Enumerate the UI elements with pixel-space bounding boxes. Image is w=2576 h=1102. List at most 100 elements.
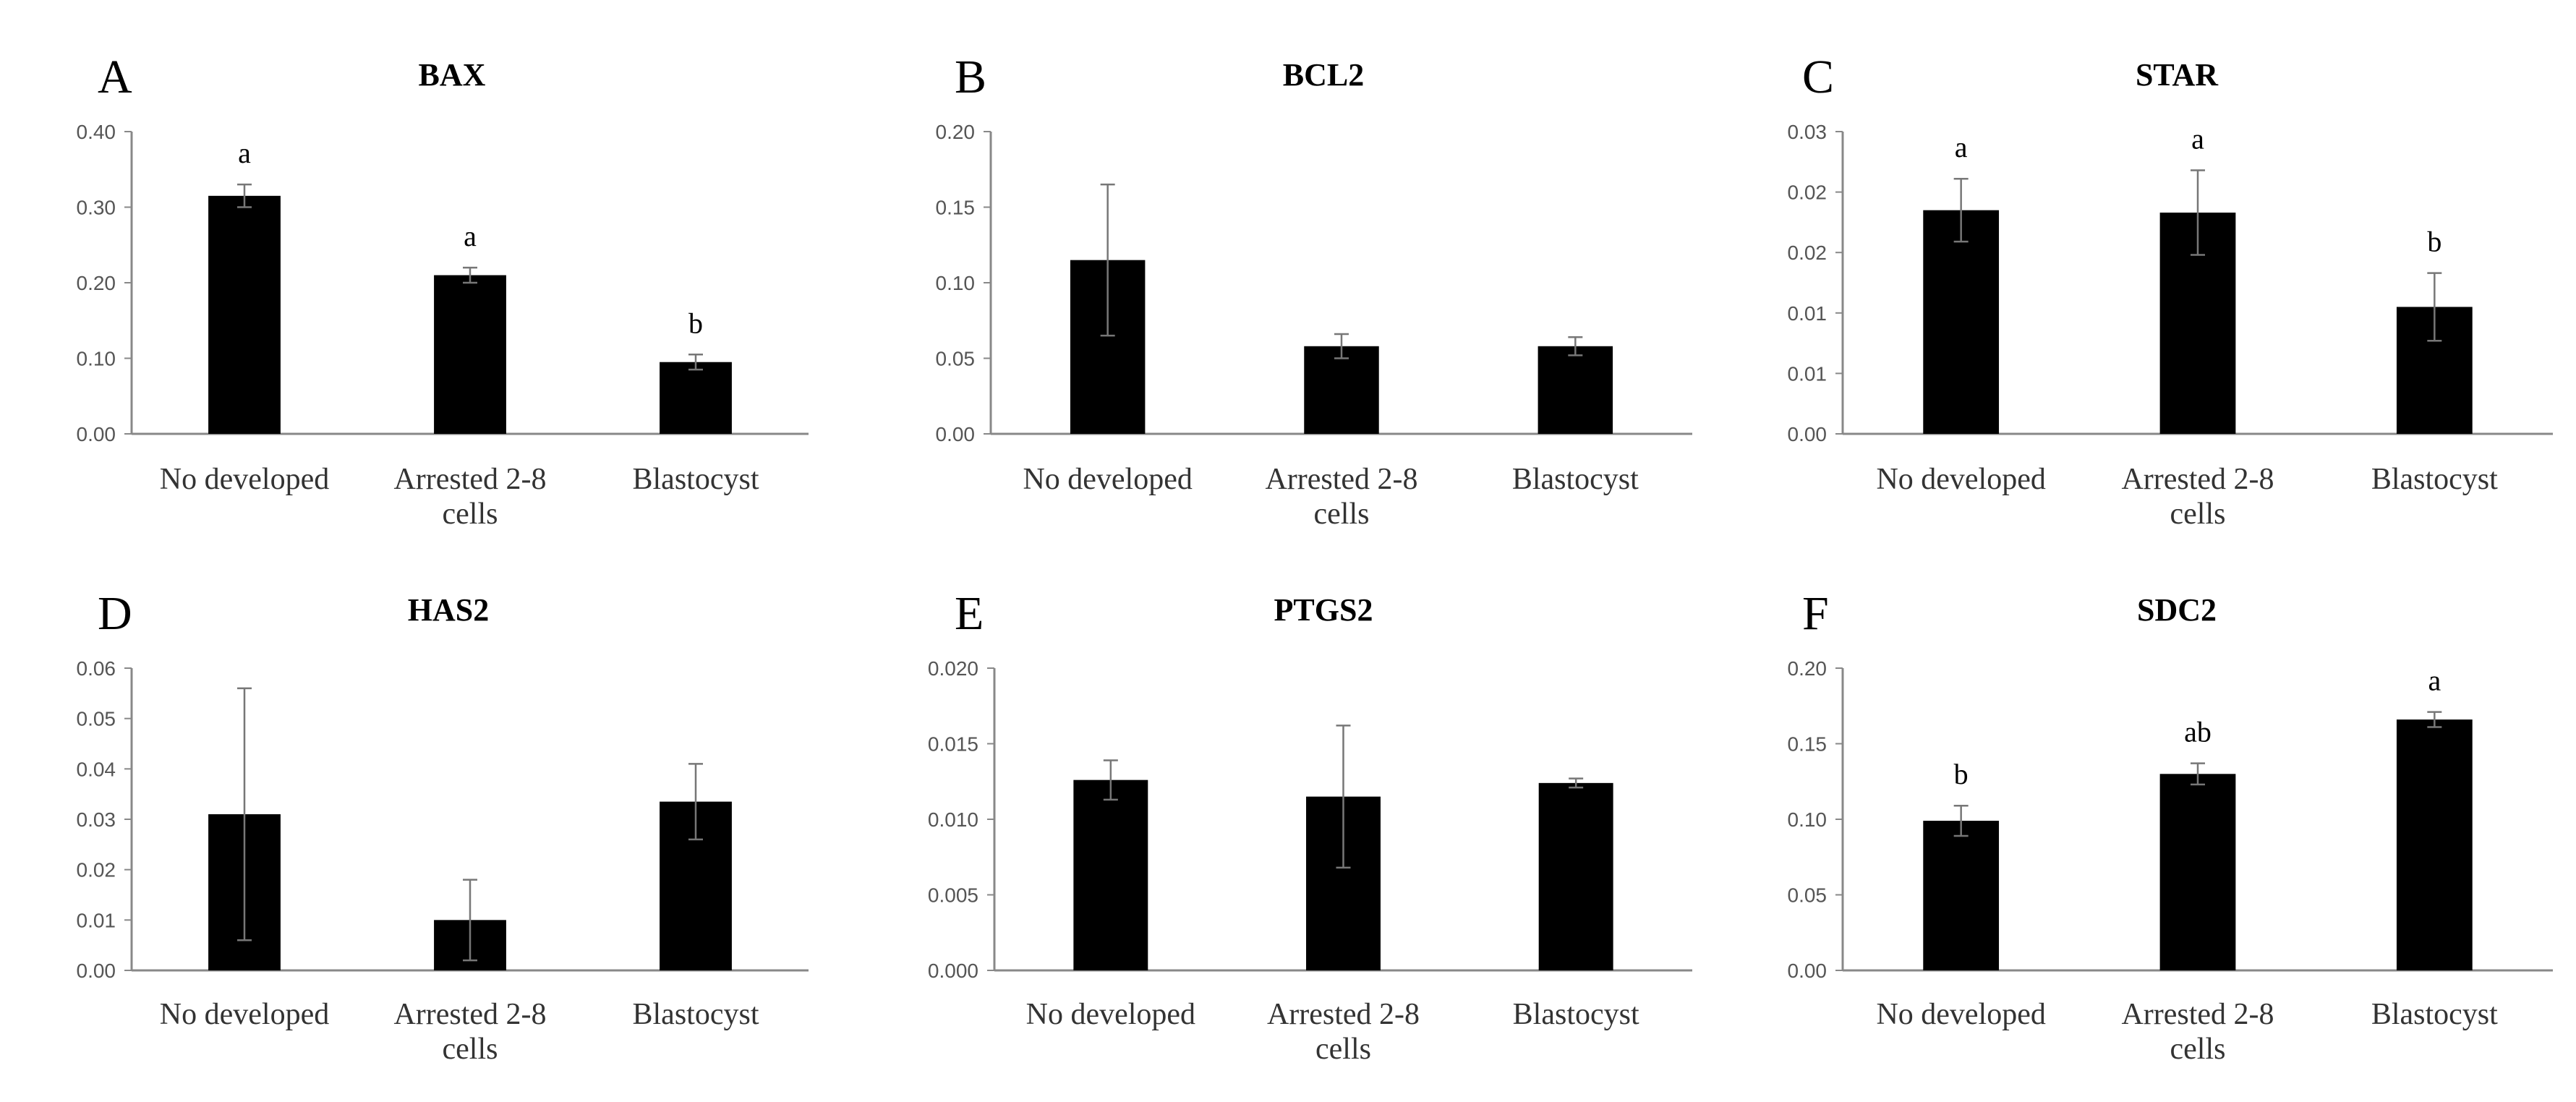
significance-label: a [1955, 131, 1968, 163]
y-tick-label: 0.015 [928, 733, 978, 756]
y-tick-label: 0.20 [936, 121, 976, 143]
chart-title: HAS2 [408, 592, 489, 628]
x-category-label: Blastocyst [2371, 463, 2498, 496]
bar-arrested-2-8-cells [434, 275, 506, 434]
x-category-label-line: No developed [1026, 998, 1195, 1031]
x-category-label-line: Arrested 2-8 [393, 463, 546, 496]
y-tick-label: 0.000 [928, 960, 978, 982]
y-tick-label: 0.03 [1788, 121, 1827, 143]
y-tick-label: 0.06 [77, 657, 116, 680]
y-tick-label: 0.01 [1788, 362, 1827, 385]
x-category-label-line: No developed [1876, 463, 2045, 496]
y-tick-label: 0.02 [77, 859, 116, 881]
x-category-label: Arrested 2-8 cells [1267, 998, 1420, 1066]
bar-no-developed [208, 195, 281, 434]
x-category-label-line: Blastocyst [633, 463, 759, 496]
x-category-label-line: cells [443, 497, 498, 531]
panel-letter: F [1802, 587, 1829, 640]
x-category-label: Blastocyst [1513, 998, 1639, 1031]
chart-panel-d: D HAS2 0.00 0.01 0.02 0.03 0.04 0.05 0.06 No deve… [77, 587, 809, 1066]
x-category-label: No developed [1876, 998, 2045, 1031]
x-category-label: Arrested 2-8 cells [393, 463, 546, 531]
significance-label: ab [2184, 716, 2212, 748]
x-category-label: Blastocyst [1512, 463, 1639, 496]
chart-panel-c: C STAR 0.00 0.01 0.01 0.02 0.02 0.03 a No develop… [1788, 51, 2553, 531]
y-tick-label: 0.20 [1788, 657, 1827, 680]
x-category-label-line: No developed [1023, 463, 1192, 496]
x-category-label-line: Arrested 2-8 [1265, 463, 1417, 496]
x-category-label: Arrested 2-8 cells [2121, 998, 2274, 1066]
x-category-label: Blastocyst [633, 998, 759, 1031]
x-category-label-line: No developed [160, 463, 329, 496]
significance-label: b [688, 307, 703, 339]
chart-title: BCL2 [1283, 57, 1364, 93]
x-category-label-line: Arrested 2-8 [2121, 998, 2274, 1031]
bar-blastocyst [1538, 782, 1613, 970]
bar-no-developed [1923, 210, 2000, 434]
x-category-label: Arrested 2-8 cells [1265, 463, 1417, 531]
y-tick-label: 0.05 [77, 708, 116, 730]
y-tick-label: 0.00 [936, 423, 976, 445]
y-tick-label: 0.010 [928, 808, 978, 831]
x-category-label-line: cells [443, 1033, 498, 1066]
x-category-label-line: Blastocyst [633, 998, 759, 1031]
x-category-label-line: cells [2170, 497, 2226, 531]
x-category-label-line: Blastocyst [1513, 998, 1639, 1031]
y-tick-label: 0.20 [77, 272, 116, 294]
panel-letter: B [955, 51, 986, 103]
panel-letter: C [1802, 51, 1834, 103]
x-category-label-line: Arrested 2-8 [2121, 463, 2274, 496]
x-category-label: No developed [1023, 463, 1192, 496]
y-tick-label: 0.30 [77, 197, 116, 219]
bar-no-developed [1073, 779, 1148, 970]
x-category-label-line: No developed [1876, 998, 2045, 1031]
x-category-label: Blastocyst [633, 463, 759, 496]
x-category-label-line: cells [1314, 497, 1370, 531]
y-tick-label: 0.02 [1788, 181, 1827, 204]
x-category-label-line: Blastocyst [1512, 463, 1639, 496]
y-tick-label: 0.020 [928, 657, 978, 680]
x-category-label: No developed [1026, 998, 1195, 1031]
significance-label: a [2428, 665, 2441, 697]
x-category-label-line: cells [1315, 1033, 1371, 1066]
y-tick-label: 0.03 [77, 808, 116, 831]
significance-label: b [2427, 226, 2441, 258]
chart-title: BAX [419, 57, 486, 93]
x-category-label-line: Arrested 2-8 [1267, 998, 1420, 1031]
x-category-label-line: cells [2170, 1033, 2226, 1066]
y-tick-label: 0.05 [1788, 884, 1827, 907]
x-category-label: No developed [1876, 463, 2045, 496]
bar-blastocyst [2396, 719, 2473, 970]
x-category-label: Arrested 2-8 cells [393, 998, 546, 1066]
y-tick-label: 0.10 [936, 272, 976, 294]
y-tick-label: 0.10 [1788, 808, 1827, 831]
y-tick-label: 0.01 [1788, 302, 1827, 325]
chart-title: STAR [2136, 57, 2219, 93]
y-tick-label: 0.15 [1788, 733, 1827, 756]
significance-label: a [238, 137, 251, 169]
significance-label: a [464, 220, 477, 252]
y-tick-label: 0.01 [77, 909, 116, 931]
panel-letter: D [98, 587, 132, 640]
chart-panel-b: B BCL2 0.00 0.05 0.10 0.15 0.20 No developed Arr… [936, 51, 1692, 531]
y-tick-label: 0.005 [928, 884, 978, 907]
x-category-label: Blastocyst [2371, 998, 2498, 1031]
significance-label: b [1954, 758, 1969, 790]
significance-label: a [2191, 123, 2204, 155]
y-tick-label: 0.10 [77, 348, 116, 370]
x-category-label-line: Arrested 2-8 [393, 998, 546, 1031]
bar-arrested-2-8-cells [2159, 774, 2236, 970]
y-tick-label: 0.00 [77, 423, 116, 445]
panel-letter: E [955, 587, 984, 640]
y-tick-label: 0.04 [77, 758, 116, 780]
bar-blastocyst [660, 362, 732, 434]
y-tick-label: 0.15 [936, 197, 976, 219]
chart-panel-f: F SDC2 0.00 0.05 0.10 0.15 0.20 b No developed ab… [1788, 587, 2553, 1066]
y-tick-label: 0.40 [77, 121, 116, 143]
chart-panel-a: A BAX 0.00 0.10 0.20 0.30 0.40 a No developed a Ar… [77, 51, 809, 531]
panel-letter: A [98, 51, 132, 103]
chart-title: SDC2 [2137, 592, 2217, 628]
chart-panel-e: E PTGS2 0.000 0.005 0.010 0.015 0.020 No develo… [928, 587, 1692, 1066]
y-tick-label: 0.00 [1788, 423, 1827, 445]
